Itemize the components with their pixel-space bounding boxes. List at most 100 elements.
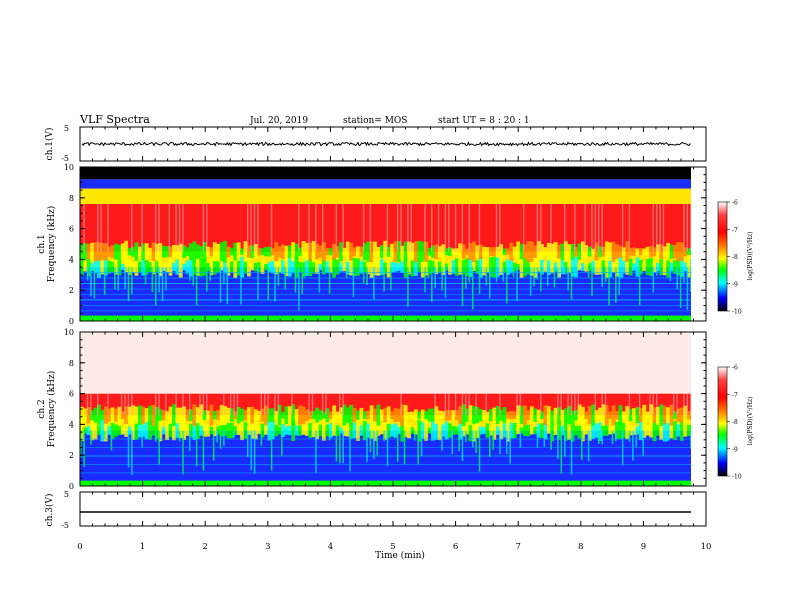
- spectrogram-texture: [632, 426, 636, 435]
- spectrogram-texture: [499, 421, 504, 440]
- spectrogram-texture: [189, 409, 193, 422]
- spectrogram-texture: [390, 243, 394, 260]
- spectrogram-texture: [567, 421, 572, 440]
- spectrogram-texture: [584, 262, 589, 272]
- spectrogram-texture: [325, 248, 330, 256]
- spectrogram-texture: [342, 404, 347, 426]
- spectrogram-band: [80, 188, 691, 204]
- spectrogram-texture: [83, 243, 88, 261]
- spectrogram-texture: [233, 411, 238, 420]
- spectrogram-streak: [414, 430, 416, 441]
- spectrogram-texture: [199, 257, 204, 277]
- spectrogram-texture: [683, 247, 688, 257]
- spectrogram-texture: [608, 242, 613, 261]
- spectrogram-streak: [127, 267, 130, 302]
- spectrogram-texture: [638, 259, 643, 275]
- spectrogram-speckle: [199, 393, 201, 416]
- spectrogram-texture: [226, 422, 231, 439]
- spectrogram-texture: [321, 241, 326, 262]
- spectrogram-texture: [424, 258, 429, 276]
- spectrogram-streak: [250, 430, 252, 471]
- spectrogram-texture: [318, 410, 323, 421]
- spectrogram-texture: [396, 426, 401, 435]
- spectrogram-texture: [396, 408, 401, 422]
- spectrogram-texture: [185, 425, 190, 436]
- spectrogram-texture: [342, 425, 347, 436]
- spectrogram-texture: [655, 262, 660, 272]
- spectrogram-speckle: [178, 203, 181, 252]
- spectrogram-texture: [519, 427, 524, 434]
- spectrogram-texture: [264, 426, 268, 435]
- spectrogram-texture: [257, 410, 262, 420]
- spectrogram-texture: [618, 405, 623, 426]
- spectrogram-texture: [434, 421, 439, 440]
- spectrogram-streak: [342, 430, 344, 464]
- spectrogram-speckle: [655, 393, 658, 416]
- spectrogram-texture: [567, 244, 572, 260]
- spectrogram-texture: [233, 242, 238, 261]
- spectrogram-texture: [414, 409, 418, 421]
- spectrogram-texture: [386, 423, 391, 438]
- spectrogram-texture: [499, 259, 504, 275]
- spectrogram-texture: [662, 246, 667, 257]
- spectrogram-texture: [557, 256, 561, 278]
- spectrogram-streak: [253, 430, 256, 475]
- spectrogram-streak: [458, 430, 460, 451]
- spectrogram-speckle: [574, 203, 576, 252]
- spectrogram-texture: [291, 404, 296, 426]
- spectrogram-texture: [325, 424, 330, 437]
- spectrogram-texture: [686, 256, 691, 278]
- spectrogram-texture: [444, 409, 449, 421]
- spectrogram-streak: [390, 267, 392, 291]
- spectrogram-texture: [301, 406, 306, 424]
- spectrogram-streak: [362, 267, 365, 284]
- spectrogram-texture: [475, 260, 480, 274]
- spectrogram-texture: [345, 407, 350, 423]
- spectrogram-texture: [570, 419, 575, 442]
- spectrogram-texture: [683, 405, 688, 425]
- spectrogram-texture: [546, 242, 551, 261]
- spectrogram-speckle: [540, 393, 542, 416]
- spectrogram-texture: [223, 406, 227, 425]
- ch2-spectrogram-panel: 0 2 4 6 8 10 ch.2 Frequency (kHz): [37, 328, 707, 491]
- spectrogram-texture: [601, 260, 606, 274]
- spectrogram-texture: [154, 243, 159, 260]
- spectrogram-streak: [431, 267, 433, 302]
- spectrogram-texture: [655, 244, 660, 259]
- spectrogram-texture: [373, 241, 377, 262]
- spectrogram-streak: [471, 267, 474, 310]
- colorbar-tick-label: -9: [732, 281, 738, 288]
- spectrogram-streak: [325, 267, 327, 274]
- spectrogram-texture: [526, 259, 531, 275]
- ch1-spectrogram-image: [80, 167, 691, 321]
- spectrogram-texture: [219, 263, 224, 271]
- spectrogram-speckle: [247, 203, 249, 252]
- spectrogram-texture: [591, 260, 596, 274]
- spectrogram-texture: [274, 411, 279, 420]
- spectrogram-streak: [451, 430, 454, 454]
- spectrogram-texture: [471, 263, 476, 271]
- spectrogram-texture: [638, 248, 643, 256]
- spectrogram-texture: [516, 427, 521, 435]
- spectrogram-texture: [506, 259, 510, 275]
- spectrogram-texture: [175, 407, 180, 423]
- spectrogram-streak: [567, 267, 569, 291]
- spectrogram-texture: [366, 260, 371, 275]
- spectrogram-speckle: [499, 203, 501, 252]
- spectrogram-texture: [536, 262, 541, 272]
- spectrogram-texture: [495, 246, 500, 257]
- spectrogram-texture: [206, 424, 210, 437]
- ch1-waveform-panel: 5 -5 ch.1(V): [44, 124, 707, 163]
- spectrogram-texture: [390, 261, 394, 273]
- spectrogram-texture: [103, 406, 108, 424]
- spectrogram-speckle: [120, 393, 123, 416]
- spectrogram-texture: [543, 247, 548, 257]
- spectrogram-texture: [659, 244, 664, 259]
- spectrogram-streak: [182, 430, 184, 475]
- spectrogram-texture: [301, 256, 306, 278]
- spectrogram-texture: [403, 241, 408, 262]
- spectrogram-texture: [90, 410, 95, 421]
- spectrogram-texture: [206, 262, 210, 272]
- spectrogram-texture: [393, 262, 398, 272]
- spectrogram-texture: [417, 411, 422, 419]
